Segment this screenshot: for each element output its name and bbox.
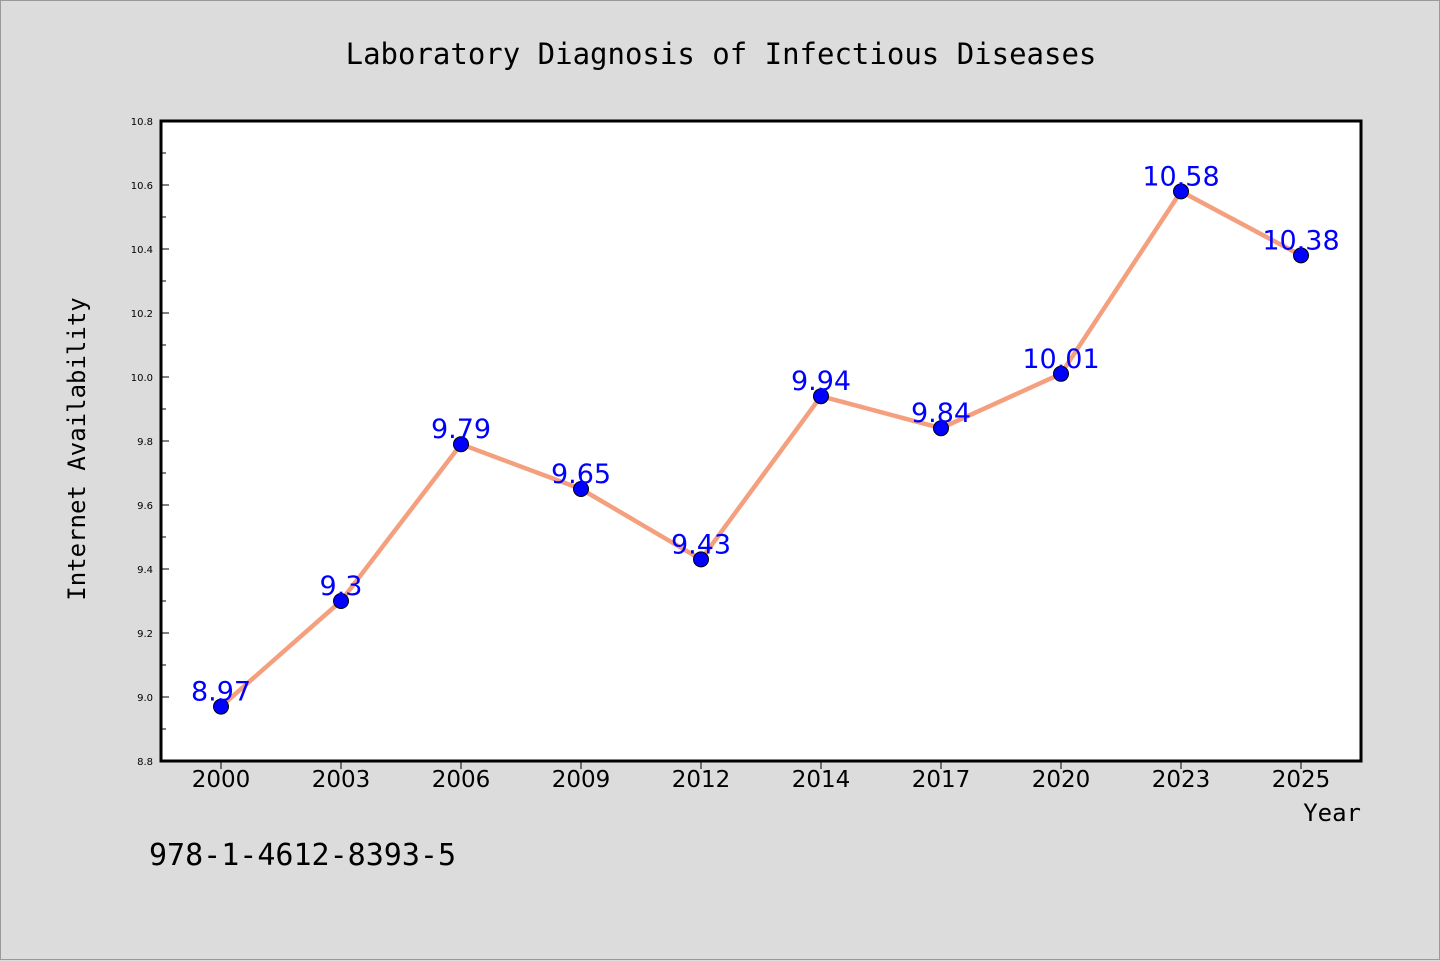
x-axis: 2000 2003 2006 2009 2012 2014 2017 2020 2023 2025 xyxy=(192,761,1331,793)
series-line-group: 8.97 9.3 9.79 9.65 9.43 9.94 9.84 10.01 10.58 10.… xyxy=(191,161,1340,715)
y-tick-label: 9.8 xyxy=(137,437,153,448)
y-tick-label: 9.6 xyxy=(137,501,153,512)
y-tick-label: 10.6 xyxy=(131,181,153,192)
x-tick-label: 2017 xyxy=(912,767,971,793)
y-tick-label: 9.0 xyxy=(137,693,153,704)
data-point xyxy=(933,420,949,437)
y-tick-label: 10.8 xyxy=(131,117,153,128)
data-label: 9.84 xyxy=(911,398,971,429)
y-axis: 8.8 9.0 9.2 9.4 9.6 9.8 10.0 10.2 10.4 10.6 10.8 xyxy=(131,117,169,768)
data-point xyxy=(573,481,589,497)
x-tick-label: 2012 xyxy=(672,767,731,793)
x-tick-label: 2000 xyxy=(192,767,251,793)
y-tick-label: 10.0 xyxy=(131,373,153,384)
x-tick-label: 2009 xyxy=(552,767,611,793)
data-point xyxy=(693,551,709,568)
data-point xyxy=(813,388,829,405)
x-tick-label: 2014 xyxy=(792,767,851,793)
plot-area xyxy=(159,119,1363,763)
chart-title: Laboratory Diagnosis of Infectious Disea… xyxy=(346,37,1097,71)
data-label: 9.43 xyxy=(671,529,731,560)
data-label: 9.94 xyxy=(791,366,851,397)
data-label: 8.97 xyxy=(191,677,251,708)
x-tick-label: 2025 xyxy=(1272,767,1331,793)
x-tick-label: 2003 xyxy=(312,767,371,793)
data-label: 10.01 xyxy=(1022,344,1099,375)
x-tick-label: 2023 xyxy=(1152,767,1211,793)
y-tick-label: 9.2 xyxy=(137,629,153,640)
series-line xyxy=(218,189,1304,709)
data-point xyxy=(333,593,349,609)
data-point xyxy=(1053,365,1069,382)
data-point xyxy=(1293,247,1309,264)
data-label: 9.79 xyxy=(431,414,491,445)
y-tick-label: 9.4 xyxy=(137,565,153,576)
isbn-annotation: 978-1-4612-8393-5 xyxy=(149,838,456,873)
data-point xyxy=(1173,183,1189,200)
y-tick-label: 10.2 xyxy=(131,309,153,320)
data-label: 9.3 xyxy=(320,571,363,602)
x-axis-label: Year xyxy=(1303,799,1361,827)
data-label: 10.38 xyxy=(1262,225,1339,256)
x-tick-label: 2020 xyxy=(1032,767,1091,793)
data-point xyxy=(453,436,469,453)
x-tick-label: 2006 xyxy=(432,767,491,793)
data-label: 9.65 xyxy=(551,459,611,490)
y-axis-label: Internet Availability xyxy=(63,297,91,600)
y-tick-label: 8.8 xyxy=(137,757,153,768)
y-tick-label: 10.4 xyxy=(131,245,153,256)
data-label: 10.58 xyxy=(1142,161,1219,192)
data-point xyxy=(213,698,229,715)
